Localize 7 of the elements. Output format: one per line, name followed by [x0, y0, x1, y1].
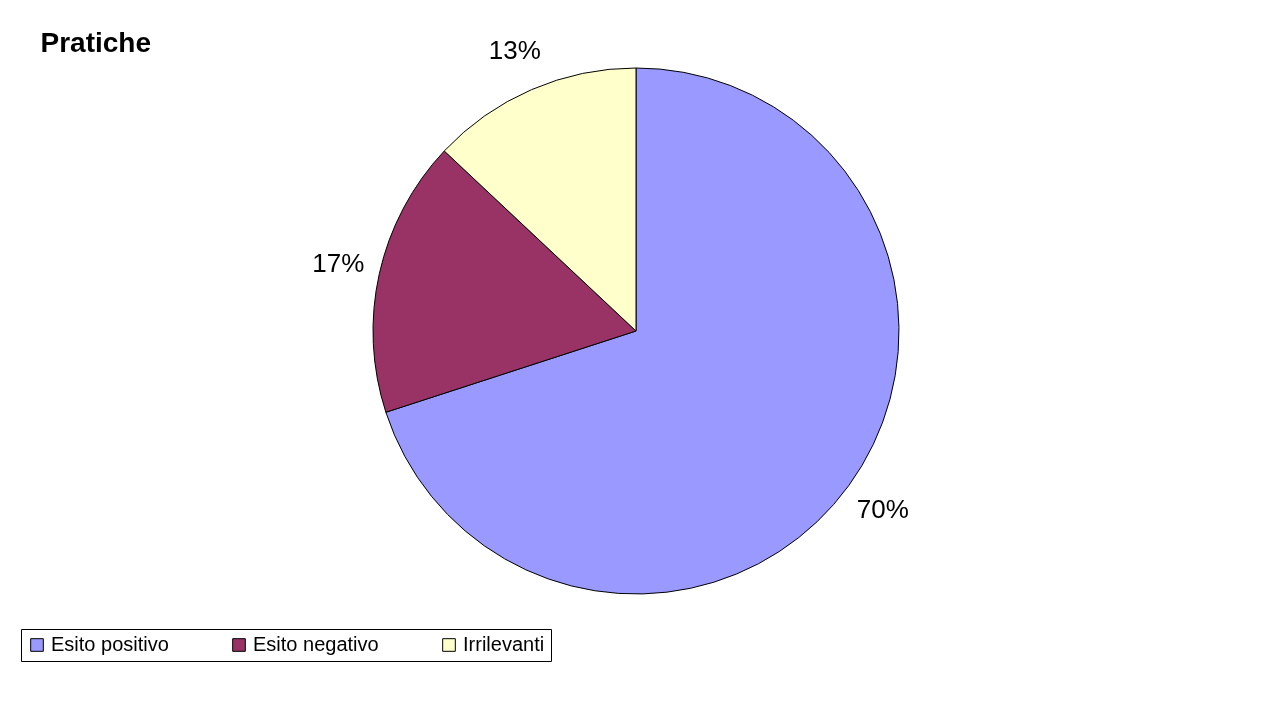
legend-label: Esito positivo — [51, 633, 169, 655]
chart-title: Pratiche — [40, 27, 151, 59]
data-label: 17% — [312, 248, 365, 279]
data-label: 13% — [488, 35, 541, 66]
legend-label: Esito negativo — [253, 633, 379, 655]
legend-label: Irrilevanti — [463, 633, 545, 655]
data-label: 70% — [856, 494, 909, 525]
